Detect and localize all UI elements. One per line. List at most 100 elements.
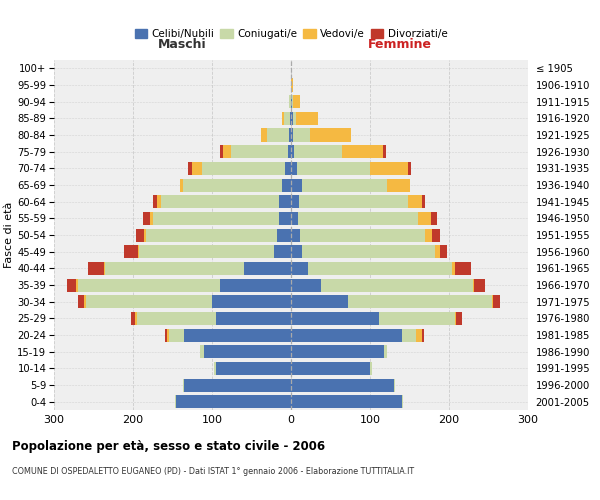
Bar bbox=[183, 378, 184, 392]
Bar bbox=[166, 328, 167, 342]
Bar bbox=[370, 162, 408, 175]
Bar bbox=[77, 295, 84, 308]
Bar bbox=[179, 178, 183, 192]
Bar bbox=[231, 145, 288, 158]
Bar bbox=[175, 395, 176, 408]
Bar bbox=[143, 212, 149, 225]
Bar bbox=[293, 112, 296, 125]
Bar bbox=[289, 95, 291, 108]
Bar bbox=[293, 95, 299, 108]
Bar bbox=[491, 295, 493, 308]
Text: Maschi: Maschi bbox=[158, 38, 206, 52]
Bar bbox=[136, 228, 144, 241]
Bar bbox=[131, 312, 136, 325]
Bar bbox=[291, 112, 293, 125]
Bar bbox=[455, 312, 456, 325]
Bar bbox=[88, 262, 104, 275]
Bar bbox=[144, 228, 146, 241]
Bar bbox=[289, 128, 291, 141]
Bar bbox=[291, 228, 299, 241]
Bar bbox=[281, 112, 284, 125]
Y-axis label: Fasce di età: Fasce di età bbox=[4, 202, 14, 268]
Bar bbox=[348, 295, 491, 308]
Bar bbox=[401, 395, 403, 408]
Bar bbox=[435, 245, 440, 258]
Bar bbox=[153, 195, 157, 208]
Bar bbox=[204, 345, 291, 358]
Bar bbox=[422, 328, 424, 342]
Bar bbox=[291, 178, 302, 192]
Bar bbox=[452, 262, 455, 275]
Bar bbox=[138, 245, 139, 258]
Bar bbox=[184, 378, 291, 392]
Bar bbox=[284, 112, 290, 125]
Bar bbox=[220, 278, 291, 291]
Bar bbox=[341, 145, 383, 158]
Bar bbox=[277, 228, 291, 241]
Bar bbox=[104, 262, 106, 275]
Legend: Celibi/Nubili, Coniugati/e, Vedovi/e, Divorziati/e: Celibi/Nubili, Coniugati/e, Vedovi/e, Di… bbox=[130, 25, 452, 44]
Bar bbox=[291, 145, 294, 158]
Bar bbox=[284, 162, 291, 175]
Bar bbox=[200, 345, 204, 358]
Bar bbox=[212, 295, 291, 308]
Bar bbox=[493, 295, 500, 308]
Bar bbox=[146, 228, 277, 241]
Bar bbox=[183, 178, 281, 192]
Bar bbox=[86, 295, 212, 308]
Bar bbox=[291, 195, 299, 208]
Bar bbox=[291, 162, 298, 175]
Bar bbox=[188, 162, 192, 175]
Bar bbox=[296, 112, 318, 125]
Bar bbox=[291, 345, 384, 358]
Bar bbox=[281, 178, 291, 192]
Bar bbox=[384, 345, 388, 358]
Bar bbox=[153, 212, 279, 225]
Bar bbox=[223, 145, 231, 158]
Bar bbox=[474, 278, 485, 291]
Bar bbox=[425, 228, 433, 241]
Bar bbox=[77, 278, 220, 291]
Bar bbox=[302, 178, 388, 192]
Bar bbox=[394, 378, 395, 392]
Bar bbox=[292, 95, 293, 108]
Bar bbox=[416, 328, 422, 342]
Bar bbox=[456, 312, 463, 325]
Bar bbox=[139, 245, 274, 258]
Bar bbox=[76, 278, 77, 291]
Bar bbox=[383, 145, 386, 158]
Bar bbox=[440, 245, 448, 258]
Bar bbox=[433, 228, 440, 241]
Bar bbox=[84, 295, 86, 308]
Bar bbox=[293, 128, 310, 141]
Bar bbox=[299, 195, 408, 208]
Bar bbox=[157, 195, 161, 208]
Bar bbox=[274, 245, 291, 258]
Bar bbox=[422, 195, 425, 208]
Bar bbox=[137, 312, 216, 325]
Bar bbox=[244, 262, 291, 275]
Bar bbox=[291, 78, 293, 92]
Bar bbox=[136, 312, 137, 325]
Bar bbox=[291, 312, 379, 325]
Bar bbox=[299, 228, 425, 241]
Bar bbox=[431, 212, 437, 225]
Bar bbox=[298, 212, 418, 225]
Bar bbox=[290, 112, 291, 125]
Bar bbox=[291, 262, 308, 275]
Bar bbox=[379, 312, 455, 325]
Bar bbox=[167, 328, 169, 342]
Bar bbox=[202, 162, 284, 175]
Bar bbox=[124, 245, 138, 258]
Bar bbox=[408, 195, 422, 208]
Bar bbox=[298, 162, 370, 175]
Bar bbox=[408, 162, 411, 175]
Bar bbox=[308, 262, 452, 275]
Bar bbox=[192, 162, 202, 175]
Bar bbox=[455, 262, 471, 275]
Bar bbox=[291, 212, 298, 225]
Bar bbox=[169, 328, 184, 342]
Bar bbox=[291, 278, 321, 291]
Bar bbox=[216, 312, 291, 325]
Bar bbox=[291, 295, 348, 308]
